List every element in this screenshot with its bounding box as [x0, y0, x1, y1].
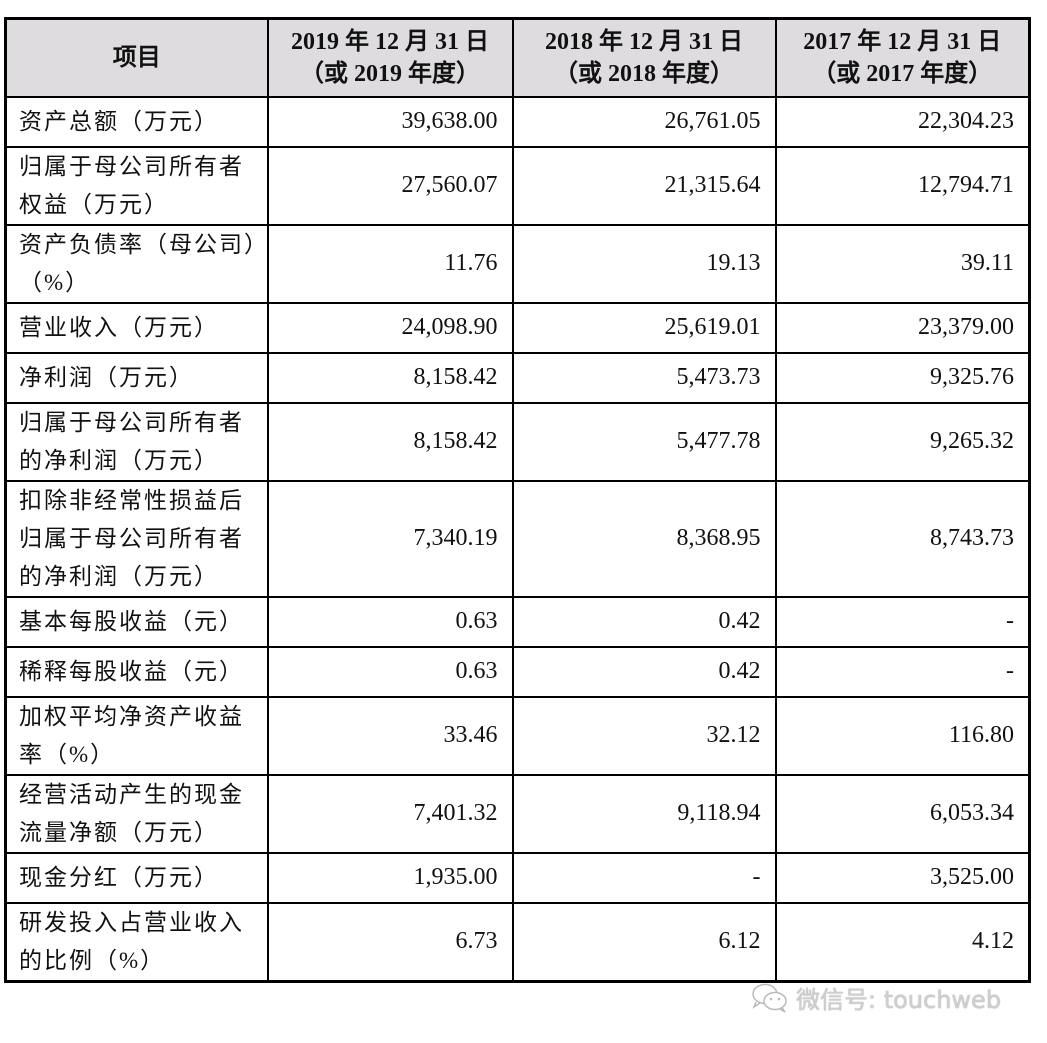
cell-value-2017: 9,265.32 — [774, 401, 1031, 482]
cell-value-2017: 6,053.34 — [774, 773, 1031, 854]
row-label: 现金分红（万元） — [4, 851, 269, 904]
row-label: 基本每股收益（元） — [4, 595, 269, 648]
header-2018: 2018 年 12 月 31 日（或 2018 年度） — [511, 17, 777, 98]
cell-value-2017: 39.11 — [774, 223, 1031, 304]
table-header-row: 项目 2019 年 12 月 31 日（或 2019 年度） 2018 年 12… — [4, 17, 1031, 98]
row-label: 资产负债率（母公司）（%） — [4, 223, 269, 304]
table-row: 扣除非经常性损益后归属于母公司所有者的净利润（万元） 7,340.19 8,368.… — [4, 479, 1031, 598]
cell-value-2019: 39,638.00 — [266, 95, 514, 148]
cell-value-2018: 25,619.01 — [511, 301, 777, 354]
cell-value-2017: 3,525.00 — [774, 851, 1031, 904]
cell-value-2018: 6.12 — [511, 901, 777, 982]
row-label: 营业收入（万元） — [4, 301, 269, 354]
row-label: 归属于母公司所有者权益（万元） — [4, 145, 269, 226]
cell-value-2017: - — [774, 595, 1031, 648]
table-row: 研发投入占营业收入的比例（%） 6.73 6.12 4.12 — [4, 901, 1031, 982]
cell-value-2019: 8,158.42 — [266, 351, 514, 404]
cell-value-2019: 27,560.07 — [266, 145, 514, 226]
cell-value-2018: 0.42 — [511, 595, 777, 648]
cell-value-2018: 32.12 — [511, 695, 777, 776]
cell-value-2019: 24,098.90 — [266, 301, 514, 354]
cell-value-2019: 0.63 — [266, 595, 514, 648]
cell-value-2018: 9,118.94 — [511, 773, 777, 854]
cell-value-2018: 21,315.64 — [511, 145, 777, 226]
watermark: 微信号: touchweb — [750, 980, 1001, 1015]
cell-value-2018: 5,477.78 — [511, 401, 777, 482]
cell-value-2018: 0.42 — [511, 645, 777, 698]
cell-value-2017: 4.12 — [774, 901, 1031, 982]
cell-value-2019: 0.63 — [266, 645, 514, 698]
table-row: 稀释每股收益（元） 0.63 0.42- — [4, 645, 1031, 698]
table-row: 加权平均净资产收益率（%） 33.46 32.12 116.80 — [4, 695, 1031, 776]
cell-value-2017: 8,743.73 — [774, 479, 1031, 598]
table-row: 经营活动产生的现金流量净额（万元） 7,401.32 9,118.94 6,053.3… — [4, 773, 1031, 854]
cell-value-2018: 26,761.05 — [511, 95, 777, 148]
cell-value-2018: 19.13 — [511, 223, 777, 304]
table-row: 资产总额（万元） 39,638.00 26,761.05 22,304.23 — [4, 95, 1031, 148]
cell-value-2018: 5,473.73 — [511, 351, 777, 404]
cell-value-2017: 23,379.00 — [774, 301, 1031, 354]
table-row: 基本每股收益（元） 0.63 0.42- — [4, 595, 1031, 648]
row-label: 资产总额（万元） — [4, 95, 269, 148]
cell-value-2017: 9,325.76 — [774, 351, 1031, 404]
financial-summary-table: 项目 2019 年 12 月 31 日（或 2019 年度） 2018 年 12… — [4, 17, 1031, 983]
row-label: 稀释每股收益（元） — [4, 645, 269, 698]
row-label: 净利润（万元） — [4, 351, 269, 404]
cell-value-2018: - — [511, 851, 777, 904]
cell-value-2017: 12,794.71 — [774, 145, 1031, 226]
cell-value-2019: 11.76 — [266, 223, 514, 304]
table-row: 净利润（万元） 8,158.42 5,473.73 9,325.76 — [4, 351, 1031, 404]
cell-value-2018: 8,368.95 — [511, 479, 777, 598]
cell-value-2019: 33.46 — [266, 695, 514, 776]
wechat-icon — [752, 983, 787, 1013]
cell-value-2019: 7,401.32 — [266, 773, 514, 854]
row-label: 研发投入占营业收入的比例（%） — [4, 901, 269, 982]
table-row: 归属于母公司所有者的净利润（万元） 8,158.42 5,477.78 9,265.3… — [4, 401, 1031, 482]
row-label: 经营活动产生的现金流量净额（万元） — [4, 773, 269, 854]
cell-value-2017: - — [774, 645, 1031, 698]
header-item: 项目 — [4, 17, 269, 98]
cell-value-2019: 8,158.42 — [266, 401, 514, 482]
row-label: 归属于母公司所有者的净利润（万元） — [4, 401, 269, 482]
table-row: 资产负债率（母公司）（%） 11.76 19.13 39.11 — [4, 223, 1031, 304]
cell-value-2017: 116.80 — [774, 695, 1031, 776]
table-row: 现金分红（万元） 1,935.00-3,525.00 — [4, 851, 1031, 904]
cell-value-2019: 7,340.19 — [266, 479, 514, 598]
cell-value-2017: 22,304.23 — [774, 95, 1031, 148]
table-row: 归属于母公司所有者权益（万元） 27,560.07 21,315.64 12,794.… — [4, 145, 1031, 226]
cell-value-2019: 6.73 — [266, 901, 514, 982]
table-row: 营业收入（万元） 24,098.90 25,619.01 23,379.00 — [4, 301, 1031, 354]
watermark-text: 微信号: touchweb — [796, 986, 1002, 1014]
cell-value-2019: 1,935.00 — [266, 851, 514, 904]
row-label: 扣除非经常性损益后归属于母公司所有者的净利润（万元） — [4, 479, 269, 598]
header-2019: 2019 年 12 月 31 日（或 2019 年度） — [266, 17, 514, 98]
header-2017: 2017 年 12 月 31 日（或 2017 年度） — [774, 17, 1031, 98]
row-label: 加权平均净资产收益率（%） — [4, 695, 269, 776]
